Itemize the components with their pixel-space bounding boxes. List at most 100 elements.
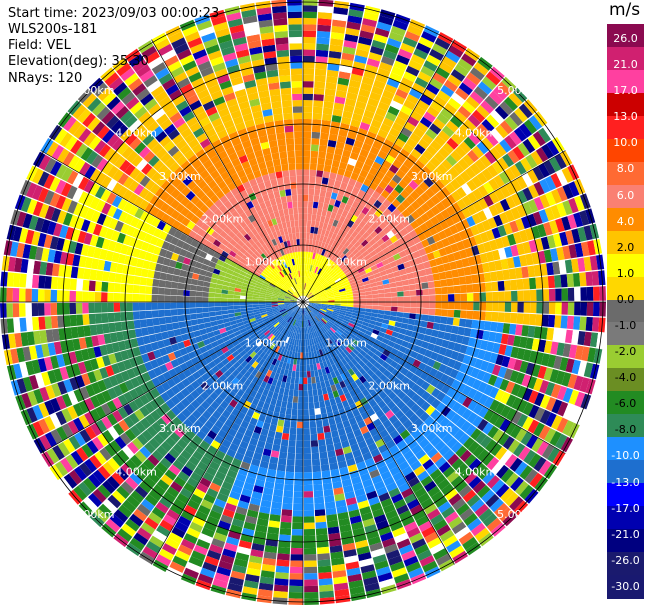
velocity-gate xyxy=(348,9,364,18)
velocity-gate xyxy=(337,270,344,276)
velocity-gate xyxy=(105,250,114,262)
velocity-gate xyxy=(279,326,285,333)
velocity-gate xyxy=(249,437,259,447)
velocity-gate xyxy=(359,295,366,299)
velocity-gate xyxy=(164,280,172,289)
velocity-gate xyxy=(245,355,253,363)
velocity-gate xyxy=(90,210,101,223)
velocity-gate xyxy=(207,248,216,257)
velocity-gate xyxy=(120,463,134,477)
velocity-gate xyxy=(193,544,208,556)
velocity-gate xyxy=(482,372,492,384)
velocity-gate xyxy=(226,448,237,458)
velocity-gate xyxy=(38,275,46,289)
velocity-gate xyxy=(440,316,448,325)
velocity-gate xyxy=(298,314,301,321)
velocity-gate xyxy=(78,191,89,205)
velocity-gate xyxy=(397,296,404,302)
velocity-gate xyxy=(316,284,322,290)
velocity-gate xyxy=(340,299,348,302)
velocity-gate xyxy=(220,266,228,273)
velocity-gate xyxy=(395,316,403,323)
velocity-gate xyxy=(561,216,571,231)
velocity-gate xyxy=(144,517,159,530)
velocity-gate xyxy=(500,391,511,405)
velocity-gate xyxy=(151,377,161,388)
velocity-gate xyxy=(362,518,376,528)
velocity-gate xyxy=(118,382,129,394)
velocity-gate xyxy=(205,396,215,406)
velocity-gate xyxy=(316,546,330,555)
velocity-gate xyxy=(73,124,87,139)
velocity-gate xyxy=(424,219,434,229)
velocity-gate xyxy=(509,370,520,383)
velocity-gate xyxy=(351,222,359,231)
velocity-gate xyxy=(503,96,518,111)
velocity-gate xyxy=(63,290,70,302)
velocity-gate xyxy=(256,248,264,256)
velocity-gate xyxy=(304,573,318,580)
velocity-gate xyxy=(307,292,312,298)
velocity-gate xyxy=(398,82,411,94)
velocity-gate xyxy=(267,468,277,477)
velocity-gate xyxy=(400,105,413,116)
velocity-gate xyxy=(260,428,269,437)
velocity-gate xyxy=(227,428,238,437)
velocity-gate xyxy=(562,343,572,358)
velocity-gate xyxy=(120,244,129,255)
velocity-gate xyxy=(301,333,303,340)
velocity-gate xyxy=(363,402,372,412)
velocity-gate xyxy=(311,338,315,346)
velocity-gate xyxy=(312,309,319,314)
velocity-gate xyxy=(334,266,341,273)
velocity-gate xyxy=(343,143,354,152)
velocity-gate xyxy=(346,92,358,101)
velocity-gate xyxy=(375,185,385,195)
velocity-gate xyxy=(268,462,278,471)
velocity-gate xyxy=(199,328,207,336)
velocity-gate xyxy=(328,456,338,464)
velocity-gate xyxy=(375,107,387,118)
velocity-gate xyxy=(466,376,476,388)
velocity-gate xyxy=(433,151,446,163)
velocity-gate xyxy=(386,549,401,560)
velocity-gate xyxy=(223,226,232,235)
velocity-gate xyxy=(322,333,328,341)
velocity-gate xyxy=(399,148,410,159)
velocity-gate xyxy=(187,499,200,511)
velocity-gate xyxy=(61,423,74,438)
velocity-gate xyxy=(50,355,60,369)
velocity-gate xyxy=(202,471,215,482)
velocity-gate xyxy=(188,455,200,467)
velocity-gate xyxy=(102,271,110,282)
velocity-gate xyxy=(353,209,362,218)
velocity-gate xyxy=(340,351,347,358)
velocity-gate xyxy=(456,352,466,363)
velocity-gate xyxy=(227,390,237,399)
velocity-gate xyxy=(252,353,260,361)
velocity-gate xyxy=(346,308,353,313)
velocity-gate xyxy=(218,520,231,531)
velocity-gate xyxy=(384,184,394,194)
velocity-gate xyxy=(129,357,138,368)
velocity-gate xyxy=(568,181,580,197)
velocity-gate xyxy=(577,361,587,376)
velocity-gate xyxy=(255,363,262,371)
velocity-gate xyxy=(370,45,384,56)
velocity-gate xyxy=(375,276,383,283)
velocity-gate xyxy=(488,90,503,105)
velocity-gate xyxy=(14,332,23,348)
velocity-gate xyxy=(207,331,215,339)
velocity-gate xyxy=(217,275,225,281)
velocity-gate xyxy=(303,245,306,252)
velocity-gate xyxy=(198,274,206,281)
velocity-gate xyxy=(353,325,361,331)
velocity-gate xyxy=(568,406,580,422)
velocity-gate xyxy=(219,230,228,239)
velocity-gate xyxy=(170,252,179,261)
velocity-gate xyxy=(50,315,59,329)
velocity-gate xyxy=(223,454,234,464)
velocity-gate xyxy=(92,488,107,503)
velocity-gate xyxy=(309,271,313,278)
velocity-gate xyxy=(308,402,315,410)
